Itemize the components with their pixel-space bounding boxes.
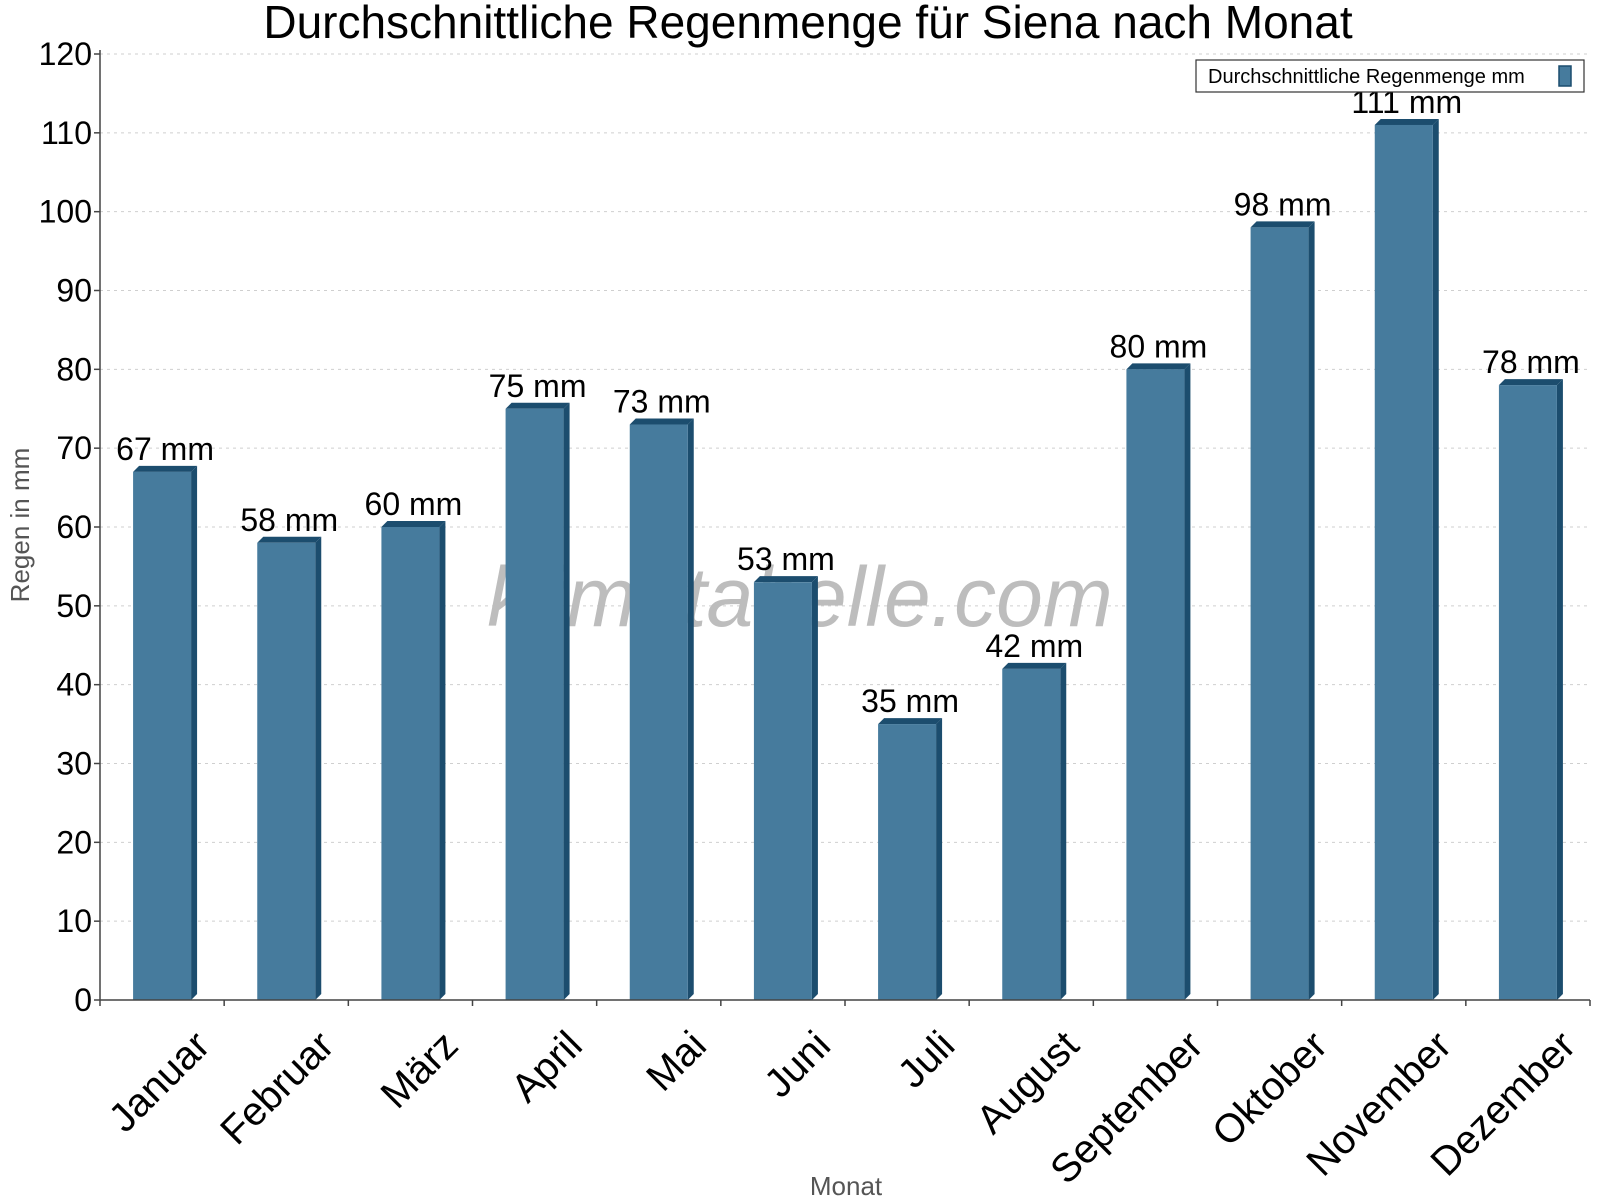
bar-front bbox=[753, 582, 812, 1000]
x-tick-label: Juni bbox=[756, 1023, 839, 1106]
x-tick-label: Juli bbox=[890, 1023, 964, 1097]
bar-top bbox=[381, 521, 446, 527]
y-tick-label: 30 bbox=[56, 746, 92, 782]
bar-front bbox=[1250, 227, 1309, 1000]
bar-top bbox=[257, 536, 322, 543]
bar bbox=[1374, 118, 1439, 1000]
bar-top bbox=[753, 576, 818, 583]
bar-side bbox=[1432, 118, 1439, 1000]
x-tick-label: März bbox=[373, 1023, 467, 1117]
legend-box bbox=[1195, 59, 1585, 93]
bar-top bbox=[133, 465, 198, 472]
data-label: 98 mm bbox=[1234, 186, 1332, 222]
bar bbox=[505, 402, 570, 1000]
data-label: 67 mm bbox=[116, 431, 214, 467]
y-tick-label: 70 bbox=[56, 430, 92, 466]
data-label: 53 mm bbox=[737, 541, 835, 577]
chart-title: Durchschnittliche Regenmenge für Siena n… bbox=[263, 0, 1353, 48]
bar-front bbox=[1498, 385, 1557, 1001]
bar-front bbox=[257, 542, 316, 1000]
y-tick-label: 60 bbox=[56, 509, 92, 545]
bar-side bbox=[1184, 363, 1191, 1000]
bar-front bbox=[1002, 668, 1061, 1000]
bar bbox=[133, 465, 198, 1001]
bar-top bbox=[1126, 363, 1191, 370]
bar-front bbox=[505, 408, 564, 1000]
bar bbox=[1498, 379, 1563, 1001]
data-label: 80 mm bbox=[1110, 328, 1208, 364]
bar-side bbox=[1060, 662, 1067, 1000]
bar-side bbox=[315, 536, 322, 1000]
y-tick-label: 80 bbox=[56, 351, 92, 387]
x-tick-label: April bbox=[503, 1023, 591, 1111]
bar-front bbox=[1126, 369, 1185, 1000]
bar-side bbox=[811, 576, 818, 1000]
y-tick-label: 20 bbox=[56, 824, 92, 860]
data-label: 60 mm bbox=[365, 486, 463, 522]
bar-top bbox=[629, 418, 694, 425]
bar-top bbox=[1250, 221, 1315, 228]
grid-lines bbox=[100, 53, 1590, 922]
y-axis-label: Regen in mm bbox=[5, 448, 35, 603]
data-label: 75 mm bbox=[489, 368, 587, 404]
x-tick-label: August bbox=[968, 1023, 1087, 1142]
bar bbox=[1126, 363, 1191, 1000]
bar-side bbox=[191, 465, 198, 1001]
data-label: 58 mm bbox=[240, 502, 338, 538]
x-tick-label: Mai bbox=[638, 1023, 715, 1100]
bar-side bbox=[687, 418, 694, 1000]
bar-side bbox=[1308, 221, 1315, 1000]
bar-top bbox=[1374, 118, 1439, 125]
bar-top bbox=[505, 402, 570, 409]
data-label: 35 mm bbox=[861, 683, 959, 719]
bar bbox=[1250, 221, 1315, 1000]
bar bbox=[381, 521, 446, 1000]
bar bbox=[878, 718, 943, 1000]
legend-entry-label: Durchschnittliche Regenmenge mm bbox=[1208, 66, 1525, 88]
x-axis-label: Monat bbox=[810, 1171, 883, 1200]
data-label: 73 mm bbox=[613, 384, 711, 420]
bar-top bbox=[878, 718, 943, 725]
y-tick-label: 40 bbox=[56, 667, 92, 703]
bar-front bbox=[1374, 124, 1433, 1000]
axes bbox=[94, 50, 1591, 1006]
y-tick-label: 120 bbox=[39, 36, 92, 72]
bar-side bbox=[563, 402, 570, 1000]
bar bbox=[753, 576, 818, 1000]
y-tick-label: 50 bbox=[56, 588, 92, 624]
x-tick-label: Januar bbox=[101, 1023, 219, 1141]
y-tick-label: 10 bbox=[56, 903, 92, 939]
bar-front bbox=[381, 527, 440, 1000]
data-label: 42 mm bbox=[985, 628, 1083, 664]
y-tick-label: 90 bbox=[56, 273, 92, 309]
y-tick-label: 110 bbox=[41, 115, 92, 151]
data-label: 78 mm bbox=[1482, 344, 1580, 380]
bar-side bbox=[439, 521, 446, 1000]
bar bbox=[629, 418, 694, 1000]
legend-swatch bbox=[1558, 65, 1572, 87]
y-tick-label: 100 bbox=[39, 194, 92, 230]
legend: Durchschnittliche Regenmenge mm bbox=[1195, 59, 1585, 93]
bar-top bbox=[1498, 379, 1563, 386]
bar bbox=[1002, 662, 1067, 1000]
y-tick-label: 0 bbox=[74, 982, 92, 1018]
bar-front bbox=[629, 424, 688, 1000]
bar bbox=[257, 536, 322, 1000]
bar-top bbox=[1002, 662, 1067, 669]
bar-side bbox=[1556, 379, 1563, 1001]
x-tick-label: Februar bbox=[212, 1023, 342, 1153]
bar-front bbox=[878, 724, 937, 1000]
bar-front bbox=[133, 471, 192, 1001]
bars bbox=[133, 118, 1563, 1001]
y-tick-labels: 0 10 20 30 40 50 60 70 80 90 100 110 120 bbox=[39, 36, 92, 1018]
bar-side bbox=[936, 718, 943, 1000]
